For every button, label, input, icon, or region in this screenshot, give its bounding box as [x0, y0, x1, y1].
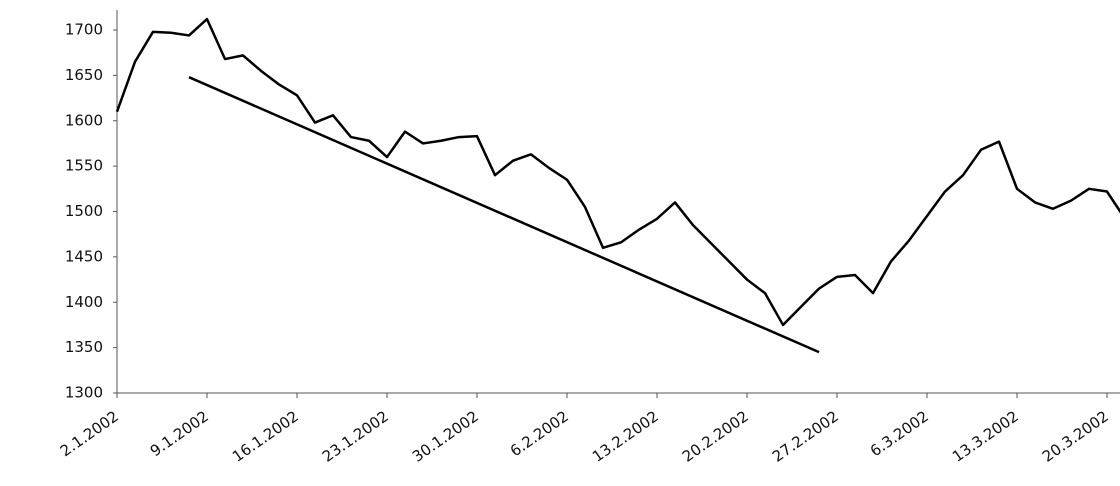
y-tick-label: 1600: [65, 111, 103, 129]
y-tick-label: 1500: [65, 202, 103, 220]
y-tick-label: 1650: [65, 66, 103, 84]
y-tick-label: 1700: [65, 21, 103, 39]
y-tick-label: 1450: [65, 247, 103, 265]
y-tick-label: 1400: [65, 293, 103, 311]
y-tick-label: 1350: [65, 338, 103, 356]
y-tick-label: 1300: [65, 384, 103, 402]
series-line: [115, 17, 1120, 327]
trend-line: [188, 76, 820, 354]
y-tick-label: 1550: [65, 157, 103, 175]
